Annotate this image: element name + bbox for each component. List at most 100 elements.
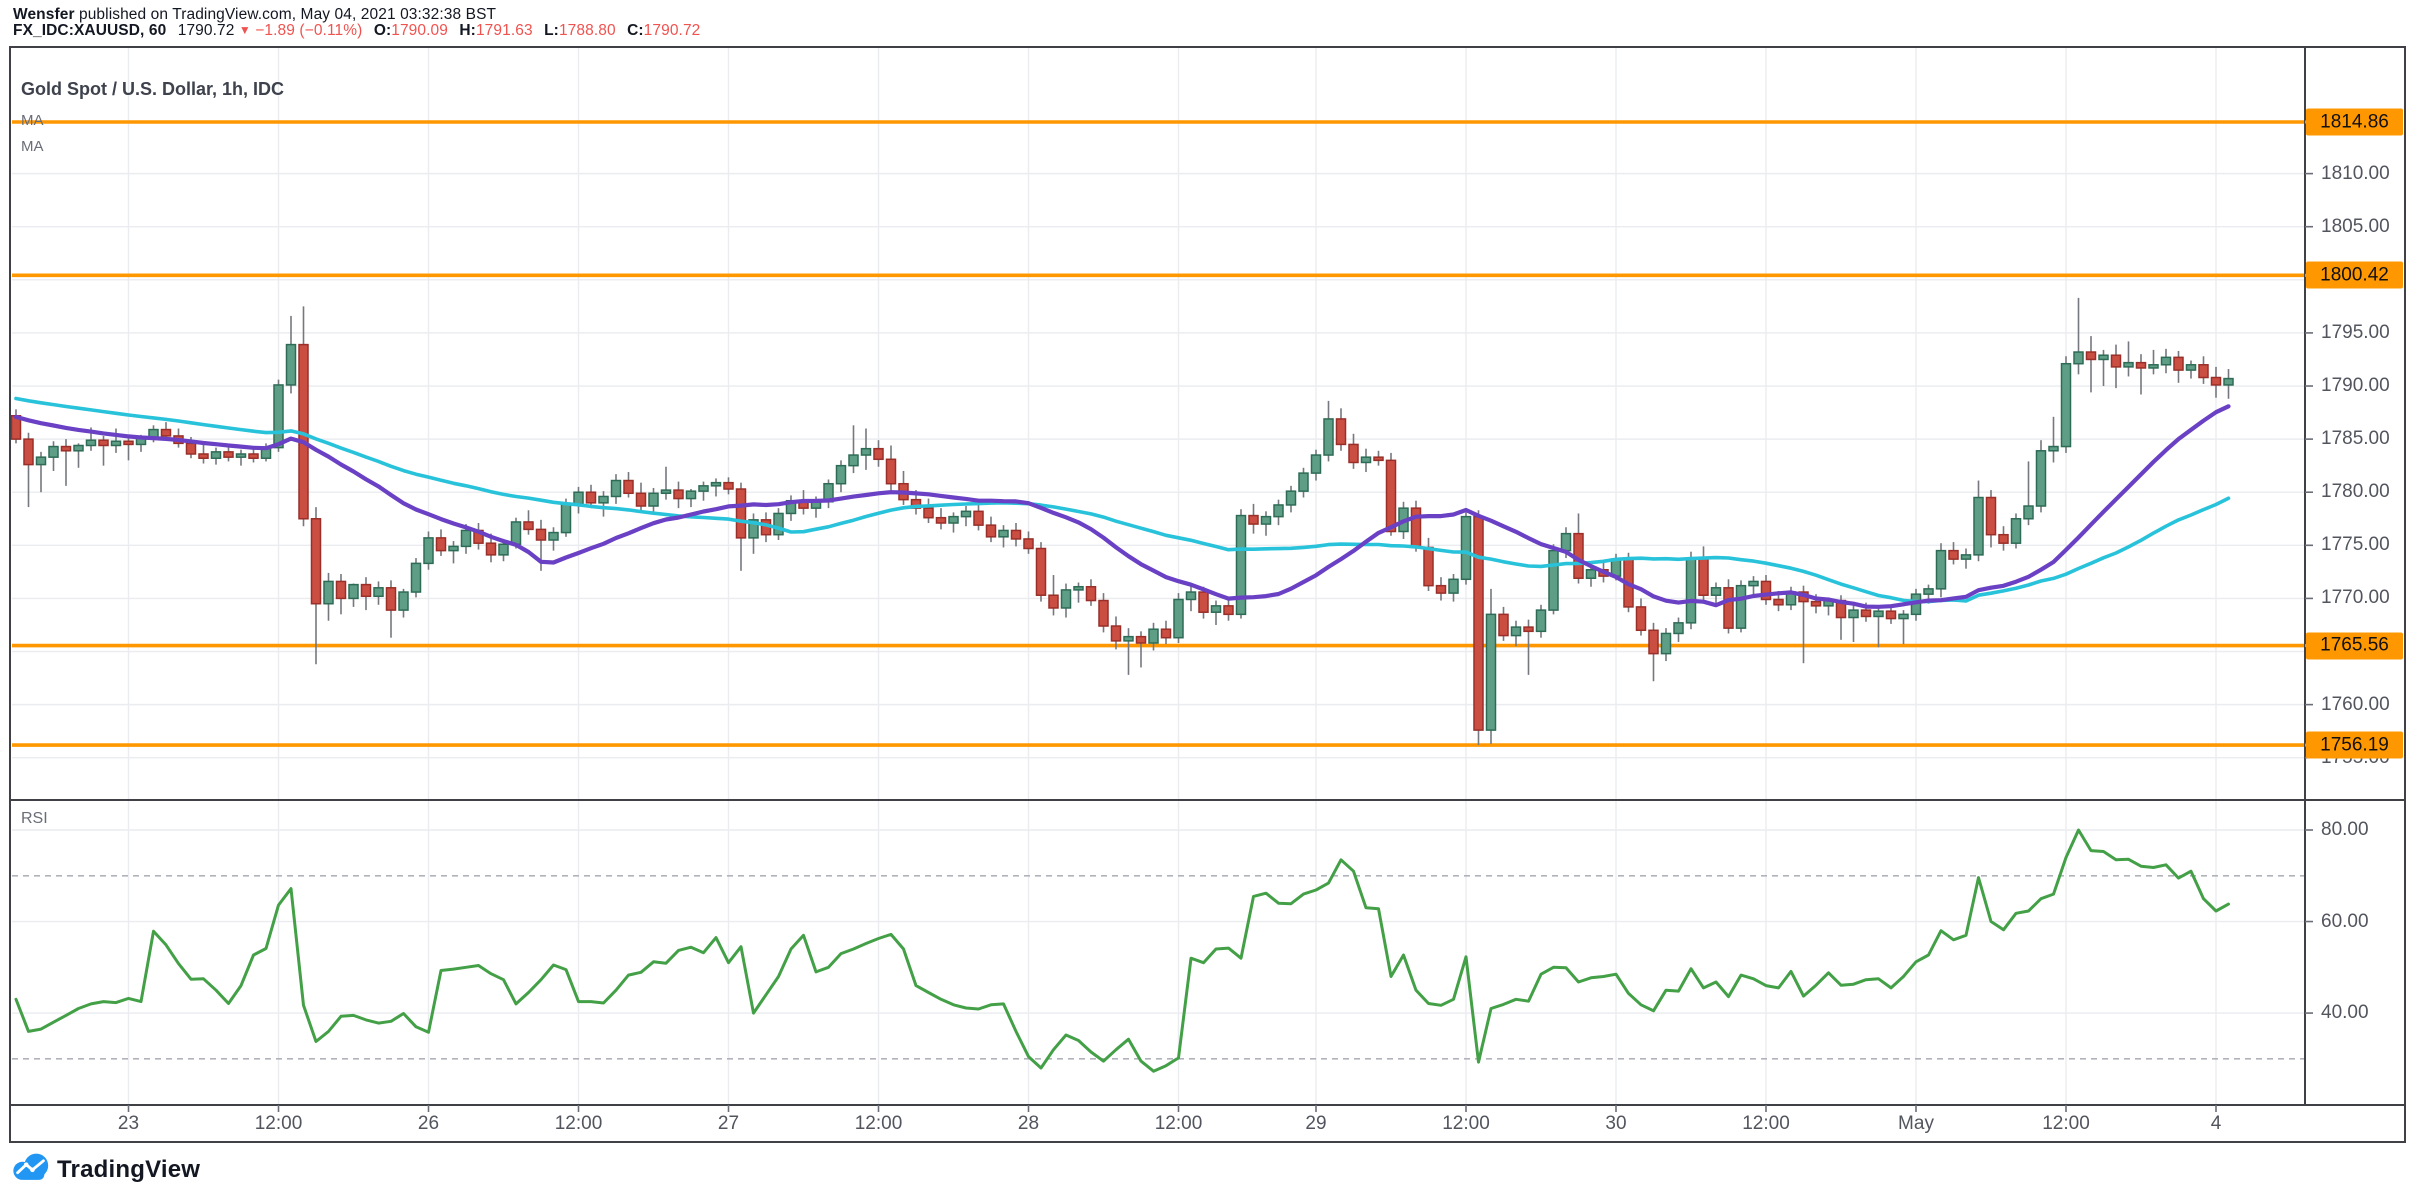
candle-up bbox=[398, 591, 409, 611]
candle-up bbox=[423, 537, 434, 565]
candle-down bbox=[1723, 587, 1734, 629]
candle-up bbox=[948, 515, 959, 524]
candle-up bbox=[2035, 450, 2047, 507]
candle-down bbox=[1373, 456, 1384, 462]
candle-down bbox=[735, 488, 747, 539]
time-tick-label: 28 bbox=[1017, 1113, 1040, 1134]
candle-up bbox=[560, 503, 572, 534]
ma-slow-line bbox=[14, 396, 2231, 604]
candle-up bbox=[1748, 580, 1759, 587]
publish-text: published on TradingView.com, May 04, 20… bbox=[74, 6, 497, 23]
time-tick-label: 12:00 bbox=[854, 1113, 903, 1134]
candle-up bbox=[85, 439, 97, 447]
symbol-name: FX_IDC:XAUUSD, 60 bbox=[13, 22, 167, 39]
candle-up bbox=[273, 384, 284, 449]
author-name: Wensfer bbox=[13, 6, 75, 23]
price-tick-label: 1770.00 bbox=[2321, 587, 2390, 609]
candle-up bbox=[1973, 496, 1984, 556]
candle-down bbox=[2173, 356, 2184, 371]
price-level-badge[interactable]: 1800.42 bbox=[2306, 261, 2403, 289]
price-tick-label: 1775.00 bbox=[2321, 534, 2390, 556]
candle-up bbox=[2010, 518, 2022, 544]
candle-up bbox=[2098, 354, 2109, 361]
candle-down bbox=[98, 439, 109, 447]
candle-down bbox=[385, 587, 397, 611]
candle-up bbox=[210, 451, 222, 459]
high-label: H: bbox=[459, 22, 476, 39]
candle-down bbox=[335, 580, 347, 600]
price-level-badge[interactable]: 1765.56 bbox=[2306, 632, 2403, 660]
candle-up bbox=[1898, 613, 1909, 620]
candle-down bbox=[1248, 514, 1259, 525]
time-tick-label: 26 bbox=[417, 1113, 440, 1134]
candle-up bbox=[2123, 361, 2134, 368]
price-down-icon: ▼ bbox=[238, 23, 251, 37]
price-level-badge[interactable]: 1814.86 bbox=[2306, 108, 2403, 136]
candle-down bbox=[310, 518, 322, 605]
time-tick-label: May bbox=[1898, 1113, 1934, 1134]
price-tick-label: 1795.00 bbox=[2321, 321, 2390, 343]
candle-down bbox=[723, 481, 734, 490]
candle-up bbox=[1935, 549, 1947, 590]
candle-up bbox=[2148, 364, 2159, 369]
candle-down bbox=[973, 510, 984, 526]
candle-down bbox=[1648, 629, 1659, 655]
low-value: 1788.80 bbox=[558, 22, 616, 39]
candle-up bbox=[110, 440, 122, 447]
candle-down bbox=[1035, 547, 1047, 596]
candle-up bbox=[960, 510, 972, 518]
candle-down bbox=[523, 521, 534, 531]
ma-legend-2[interactable]: MA bbox=[21, 138, 44, 155]
time-tick-label: 12:00 bbox=[2042, 1113, 2090, 1134]
candle-up bbox=[1673, 622, 1684, 635]
price-level-badge[interactable]: 1756.19 bbox=[2306, 731, 2403, 759]
candle-up bbox=[2073, 351, 2084, 365]
candle-up bbox=[35, 456, 47, 466]
rsi-line bbox=[14, 828, 2230, 1073]
candle-down bbox=[1760, 580, 1772, 601]
candle-down bbox=[923, 507, 934, 519]
candle-up bbox=[1448, 578, 1459, 594]
candle-up bbox=[1060, 589, 1072, 609]
rsi-tick-label: 60.00 bbox=[2321, 910, 2369, 932]
candle-up bbox=[698, 485, 709, 492]
rsi-tick-label: 80.00 bbox=[2321, 819, 2369, 840]
candle-down bbox=[935, 516, 947, 524]
candle-up bbox=[48, 445, 59, 458]
candle-up bbox=[685, 490, 697, 500]
open-label: O: bbox=[373, 22, 392, 39]
candle-down bbox=[1698, 557, 1709, 596]
candle-down bbox=[1023, 538, 1034, 550]
rsi-legend[interactable]: RSI bbox=[21, 810, 48, 827]
candle-up bbox=[1260, 515, 1272, 525]
candle-up bbox=[1960, 554, 1972, 560]
price-tick-label: 1780.00 bbox=[2321, 481, 2390, 503]
candle-down bbox=[1085, 585, 1097, 602]
candle-up bbox=[710, 481, 722, 487]
candle-up bbox=[1548, 549, 1559, 611]
candle-down bbox=[885, 458, 897, 485]
price-change: −1.89 (−0.11%) bbox=[255, 22, 363, 39]
candle-down bbox=[1098, 599, 1109, 627]
candle-up bbox=[373, 587, 384, 598]
candle-down bbox=[1223, 605, 1234, 616]
price-tick-label: 1760.00 bbox=[2321, 693, 2390, 715]
candle-up bbox=[348, 583, 359, 600]
candle-up bbox=[1585, 568, 1597, 579]
tradingview-cloud-icon bbox=[13, 1153, 49, 1180]
candle-down bbox=[1810, 600, 1822, 607]
candle-up bbox=[1848, 609, 1859, 619]
candle-up bbox=[1323, 418, 1334, 456]
candle-up bbox=[1298, 472, 1309, 492]
open-value: 1790.09 bbox=[391, 22, 448, 39]
candle-up bbox=[773, 512, 784, 536]
candle-up bbox=[1185, 591, 1197, 601]
candle-down bbox=[160, 428, 172, 437]
ma-legend-1[interactable]: MA bbox=[21, 112, 44, 129]
candle-up bbox=[1123, 635, 1134, 642]
candle-down bbox=[1335, 418, 1347, 446]
candle-down bbox=[1010, 529, 1022, 540]
candle-down bbox=[1423, 546, 1434, 587]
candle-down bbox=[585, 491, 597, 504]
